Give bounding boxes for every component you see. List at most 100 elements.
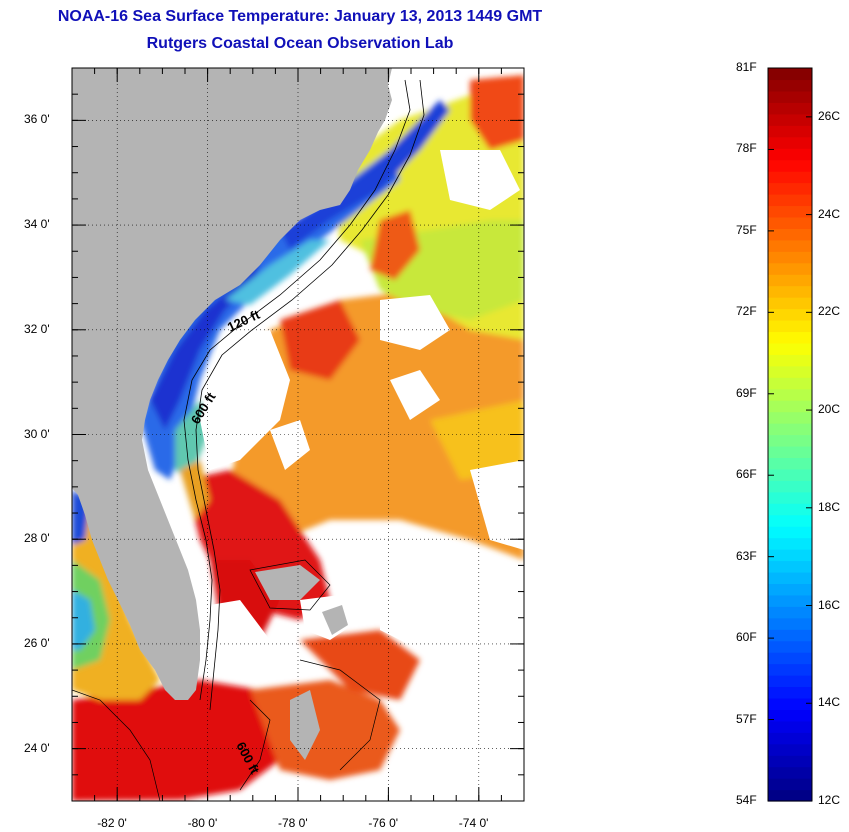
colorbar-cell [768,102,812,115]
colorbar-cell [768,640,812,653]
colorbar-frame [767,67,813,802]
colorbar-fahrenheit-label: 63F [736,548,757,563]
colorbar-cell [768,537,812,550]
colorbar-cell [768,663,812,676]
colorbar-cell [768,709,812,722]
latitude-label: 34 0' [24,217,50,232]
colorbar-fahrenheit-label: 78F [736,141,757,156]
colorbar-cell [768,331,812,344]
colorbar-cell [768,205,812,218]
colorbar-cell [768,491,812,504]
colorbar-cell [768,354,812,367]
colorbar-cell [768,468,812,481]
colorbar-cell [768,90,812,103]
longitude-label: -80 0' [187,816,218,830]
colorbar-celsius-label: 16C [818,597,841,612]
colorbar-cell [768,606,812,619]
colorbar-cell [768,388,812,401]
colorbar-cell [768,274,812,287]
island [290,690,320,760]
colorbar-cell [768,400,812,413]
longitude-label: -78 0' [278,816,308,830]
colorbar-fahrenheit-label: 54F [736,793,757,807]
colorbar-cell [768,652,812,665]
colorbar-cell [768,228,812,241]
colorbar-cell [768,526,812,539]
colorbar-fahrenheit-label: 57F [736,711,757,726]
colorbar-fahrenheit-label: 60F [736,630,757,645]
colorbar-cell [768,743,812,756]
colorbar-cell [768,675,812,688]
isobath-120ft [183,79,411,701]
colorbar-cell [768,68,812,81]
colorbar-fahrenheit-label: 69F [736,385,757,400]
colorbar-cell [768,789,812,802]
latitude-label: 26 0' [24,635,50,650]
colorbar-cell [768,171,812,184]
colorbar-celsius-label: 22C [818,304,841,319]
colorbar-cell [768,216,812,229]
colorbar-cell [768,423,812,436]
colorbar-cell [768,411,812,424]
colorbar-cell [768,285,812,298]
colorbar-cell [768,297,812,310]
colorbar-celsius-label: 12C [818,793,841,807]
colorbar-scale [768,68,812,802]
colorbar-cell [768,778,812,791]
colorbar-celsius-label: 20C [818,402,841,417]
colorbar-cell [768,319,812,333]
colorbar-cell [768,193,812,207]
colorbar-cell [768,239,812,252]
isobath-contour [72,559,331,801]
latitude-label: 28 0' [24,531,50,546]
colorbar-cell [768,732,812,745]
colorbar-cell [768,125,812,138]
colorbar-cell [768,262,812,275]
isobath-600ft [239,659,381,791]
colorbar-cell [768,308,812,321]
colorbar-cell [768,434,812,447]
longitude-label: -74 0' [458,816,489,830]
colorbar-cell [768,629,812,642]
colorbar-cell [768,136,812,149]
island [322,605,348,635]
colorbar-cell [768,503,812,516]
colorbar-cell [768,560,812,573]
longitude-label: -76 0' [368,816,399,830]
colorbar-cell [768,583,812,596]
colorbar-cell [768,148,812,161]
sst-field [72,75,524,801]
colorbar-fahrenheit-label: 72F [736,304,757,319]
colorbar-cell [768,617,812,630]
colorbar-cell [768,79,812,92]
colorbar-cell [768,594,812,607]
colorbar-cell [768,549,812,562]
colorbar-cell [768,480,812,493]
colorbar-cell [768,445,812,459]
latitude-label: 36 0' [24,112,50,127]
island [255,565,320,600]
latitude-label: 30 0' [24,426,50,441]
colorbar-cell [768,514,812,527]
map-subtitle: Rutgers Coastal Ocean Observation Lab [146,35,454,52]
colorbar-cell [768,377,812,390]
colorbar-cell [768,365,812,378]
latitude-label: 24 0' [24,740,50,755]
land-mass [72,68,392,700]
colorbar-cell [768,457,812,470]
colorbar-cell [768,755,812,768]
graticule [72,68,524,801]
colorbar-celsius-label: 24C [818,206,841,221]
colorbar-cell [768,182,812,195]
longitude-label: -82 0' [97,816,127,830]
colorbar-cell [768,766,812,779]
colorbar-fahrenheit-label: 75F [736,222,757,237]
colorbar-cell [768,251,812,264]
colorbar-cell [768,342,812,355]
colorbar-celsius-label: 18C [818,499,841,514]
colorbar-cell [768,113,812,126]
colorbar-cell [768,720,812,733]
colorbar-celsius-label: 26C [818,108,841,123]
